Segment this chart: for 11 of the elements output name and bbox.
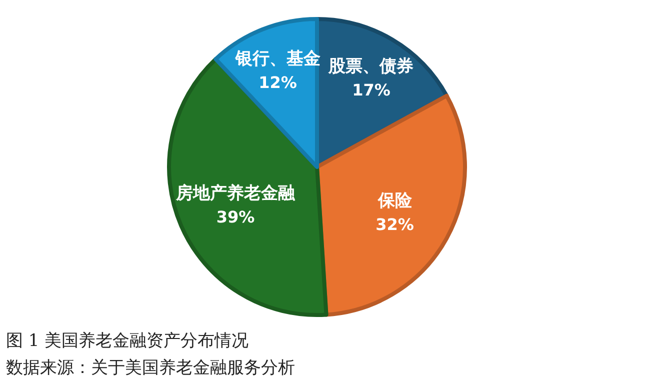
pie-slice	[214, 17, 319, 169]
data-label: 12%	[258, 72, 297, 92]
slice-label: 保险	[376, 190, 413, 211]
slice-label: 银行、基金	[234, 48, 320, 69]
source-note: 数据来源：关于美国养老金融服务分析	[6, 358, 295, 378]
data-label: 17%	[352, 80, 390, 100]
data-label: 32%	[376, 214, 414, 234]
slice-label: 股票、债券	[328, 56, 414, 76]
slice-label: 房地产养老金融	[175, 183, 296, 204]
caption: 图 1 美国养老金融资产分布情况	[6, 331, 249, 351]
data-label: 39%	[216, 207, 255, 226]
